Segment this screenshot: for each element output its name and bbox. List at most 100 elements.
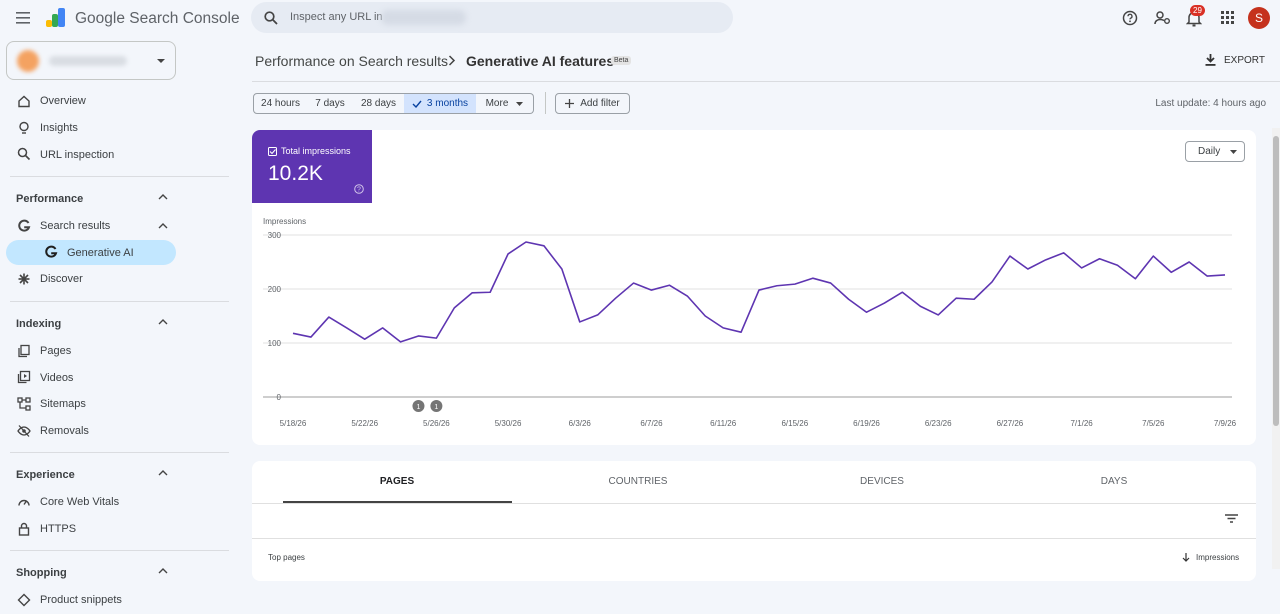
add-filter-label: Add filter bbox=[580, 98, 620, 109]
avatar[interactable]: S bbox=[1248, 7, 1270, 29]
icon bbox=[18, 95, 30, 108]
metric-card[interactable]: Total impressions 10.2K ? bbox=[252, 130, 372, 203]
tab[interactable]: DEVICES bbox=[860, 476, 904, 487]
nav-item[interactable]: Search results bbox=[0, 213, 245, 240]
tab[interactable]: COUNTRIES bbox=[608, 476, 668, 487]
icon bbox=[18, 219, 31, 232]
nav-item[interactable]: URL inspection bbox=[0, 141, 245, 168]
dropdown-arrow bbox=[516, 101, 524, 106]
tab-active[interactable]: PAGES bbox=[379, 476, 415, 487]
notification-count: 29 bbox=[1190, 5, 1205, 16]
metric-value: 10.2K bbox=[268, 162, 323, 185]
nav-item[interactable]: Removals bbox=[0, 418, 245, 445]
annotation[interactable]: 1 bbox=[430, 400, 443, 412]
nav-item[interactable]: Core Web Vitals bbox=[0, 489, 245, 516]
annotation-label: 1 bbox=[434, 404, 438, 411]
dropdown-arrow bbox=[157, 59, 165, 63]
menu-icon[interactable] bbox=[16, 12, 32, 24]
property-icon bbox=[17, 50, 39, 72]
icon bbox=[19, 121, 29, 134]
icon bbox=[45, 246, 58, 259]
range-button[interactable]: 28 days bbox=[353, 93, 405, 114]
nav-heading[interactable]: Shopping bbox=[0, 560, 245, 587]
breadcrumb-parent[interactable]: Performance on Search results bbox=[255, 53, 448, 69]
nav-heading[interactable]: Indexing bbox=[0, 311, 245, 338]
chevron bbox=[158, 470, 168, 476]
heading-label: Indexing bbox=[16, 317, 62, 330]
svg-text:?: ? bbox=[357, 187, 361, 194]
annotation[interactable]: 1 bbox=[412, 400, 425, 412]
divider bbox=[10, 176, 229, 178]
nav-item[interactable]: Pages bbox=[0, 338, 245, 365]
nav-item[interactable]: Insights bbox=[0, 115, 245, 142]
icon bbox=[17, 424, 31, 437]
add-filter[interactable]: Add filter bbox=[555, 93, 630, 114]
granularity-dropdown[interactable]: Daily bbox=[1185, 141, 1245, 162]
nav-label: Sitemaps bbox=[40, 398, 86, 411]
property-name-blurred bbox=[49, 56, 127, 66]
export-icon[interactable] bbox=[1205, 54, 1216, 66]
chart: Impressions 0 100 200 300 5/18/26 5/22/26 5/26… bbox=[263, 217, 1237, 428]
range-button[interactable]: 7 days bbox=[307, 93, 354, 114]
x-tick-label: 6/27/26 bbox=[997, 419, 1024, 428]
y-tick-label: 200 bbox=[268, 285, 282, 294]
logo-icon[interactable] bbox=[46, 8, 68, 28]
icon bbox=[18, 522, 30, 536]
range-button[interactable]: 24 hours bbox=[253, 93, 308, 114]
nav-item[interactable]: HTTPS bbox=[0, 516, 245, 543]
annotation-marker bbox=[430, 400, 443, 412]
checkbox[interactable] bbox=[268, 147, 277, 156]
nav-label: Search results bbox=[40, 220, 111, 233]
nav-item[interactable]: Videos bbox=[0, 364, 245, 391]
tab[interactable]: DAYS bbox=[1100, 476, 1128, 487]
x-tick-label: 6/11/26 bbox=[710, 419, 737, 428]
nav-item[interactable]: Discover bbox=[0, 266, 245, 293]
scrollbar-thumb[interactable] bbox=[1273, 136, 1279, 426]
dropdown-arrow bbox=[1230, 149, 1238, 154]
search-icon bbox=[264, 11, 278, 25]
metric-help-icon[interactable]: ? bbox=[354, 184, 364, 194]
icon bbox=[18, 273, 30, 285]
nav-item-active[interactable]: Generative AI bbox=[0, 239, 245, 266]
chevron bbox=[158, 568, 168, 574]
chevron bbox=[158, 222, 168, 229]
range-label: More bbox=[485, 98, 509, 109]
divider bbox=[10, 300, 229, 302]
nav-item[interactable]: Sitemaps bbox=[0, 391, 245, 418]
nav-item[interactable]: Overview bbox=[0, 88, 245, 115]
x-tick-label: 5/26/26 bbox=[423, 419, 450, 428]
nav-label: Generative AI bbox=[67, 246, 134, 259]
icon bbox=[18, 344, 30, 357]
sidebar: Overview Insights URL inspection Perform… bbox=[0, 88, 245, 614]
icon bbox=[17, 371, 31, 384]
apps-icon[interactable] bbox=[1221, 11, 1235, 25]
chevron bbox=[158, 318, 168, 325]
search-bar[interactable]: Inspect any URL in bbox=[251, 2, 733, 33]
x-tick-label: 6/23/26 bbox=[925, 419, 952, 428]
export-button[interactable]: EXPORT bbox=[1224, 55, 1265, 66]
metric-label: Total impressions bbox=[281, 146, 351, 156]
property-selector[interactable] bbox=[6, 41, 176, 80]
range-more[interactable]: More bbox=[476, 93, 534, 114]
breadcrumb-chevron bbox=[448, 55, 456, 66]
filter-rows-icon[interactable] bbox=[1225, 514, 1238, 523]
product-name[interactable]: Google Search Console bbox=[75, 10, 240, 27]
beta-badge: Beta bbox=[611, 56, 632, 65]
range-button-selected[interactable]: 3 months bbox=[404, 93, 477, 114]
last-update: Last update: 4 hours ago bbox=[1155, 98, 1266, 109]
chevron bbox=[158, 194, 168, 200]
nav-heading[interactable]: Performance bbox=[0, 186, 245, 213]
help-icon[interactable] bbox=[1122, 10, 1138, 26]
nav-label: Insights bbox=[40, 122, 78, 135]
data-line bbox=[292, 241, 1226, 343]
icon bbox=[18, 499, 30, 506]
scrollbar[interactable] bbox=[1272, 128, 1280, 569]
x-tick-label: 5/22/26 bbox=[351, 419, 378, 428]
blurred-url bbox=[381, 10, 466, 25]
x-tick-label: 5/30/26 bbox=[495, 419, 522, 428]
granularity-label: Daily bbox=[1198, 146, 1221, 157]
nav-heading[interactable]: Experience bbox=[0, 462, 245, 489]
sort-column[interactable]: Impressions bbox=[1196, 553, 1240, 562]
nav-item[interactable]: Product snippets bbox=[0, 587, 245, 614]
users-icon[interactable] bbox=[1154, 10, 1171, 26]
